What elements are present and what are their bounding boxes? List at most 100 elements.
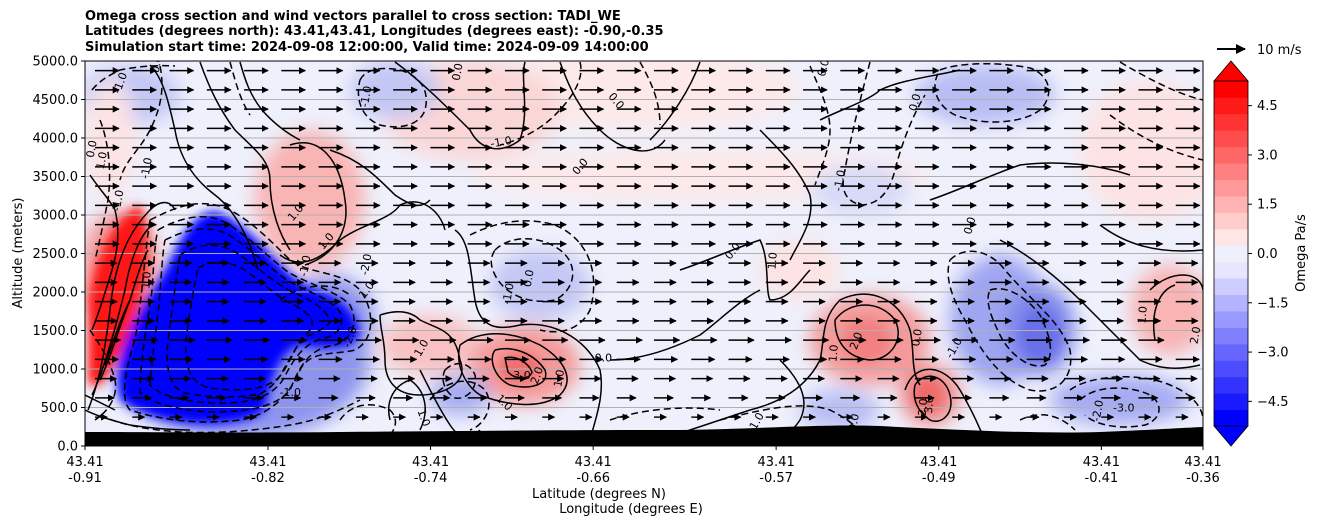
x-tick-label-lat: 43.41	[1083, 455, 1120, 470]
contour-label: 0.0	[595, 351, 613, 364]
colorbar-segment	[1214, 278, 1248, 296]
contour-solid	[454, 229, 603, 441]
contour-dashed	[442, 363, 477, 399]
field-blob	[1020, 309, 1060, 361]
colorbar-tick-label: 1.5	[1257, 198, 1278, 213]
contour-label: 2.0	[528, 365, 546, 386]
contour-label: -1.0	[138, 156, 155, 179]
quiver-key-label: 10 m/s	[1257, 43, 1302, 58]
contour-label: 0.0	[815, 58, 832, 78]
y-tick-label: 4500.0	[33, 93, 79, 108]
colorbar: 4.5 3.0 1.5 0.0 −1.5 −3.0 −4.5	[1213, 60, 1289, 447]
contour-dashed	[123, 202, 372, 423]
contour-dashed	[809, 65, 831, 186]
colorbar-segment	[1214, 196, 1248, 213]
contour-label: 0.0	[906, 92, 923, 112]
contour-solid	[149, 64, 259, 271]
x-axis: 43.41-0.9143.41-0.8243.41-0.7443.41-0.66…	[66, 446, 1222, 486]
contour-dashed	[469, 220, 595, 333]
field-blob	[490, 250, 590, 320]
x-tick-label-lat: 43.41	[412, 455, 449, 470]
contour-dashed	[279, 285, 351, 301]
colorbar-label: Omega Pa/s	[1294, 214, 1309, 292]
contour-label: 2.0	[916, 398, 930, 417]
x-tick-label-lat: 43.41	[249, 455, 286, 470]
contour-label: 2.0	[847, 330, 865, 351]
contour-dashed	[91, 64, 176, 91]
colorbar-segment	[1214, 228, 1248, 246]
contour-label: 1.0	[551, 369, 567, 388]
x-tick-label-lat: 43.41	[575, 455, 612, 470]
x-tick-label-lat: 43.41	[66, 455, 103, 470]
contour-solid	[289, 142, 347, 266]
contour-label: -1.0	[500, 282, 517, 305]
colorbar-segment	[1214, 343, 1248, 361]
colorbar-segment	[1214, 130, 1248, 148]
y-tick-label: 500.0	[41, 401, 78, 416]
contour-dashed	[1069, 376, 1203, 421]
colorbar-segment	[1214, 327, 1248, 345]
contour-label: 0.0	[84, 139, 100, 158]
field-blob	[800, 390, 880, 430]
contour-solid	[491, 348, 547, 388]
colorbar-segment	[1214, 360, 1248, 378]
contour-label: 1.0	[765, 252, 779, 271]
y-axis-label: Altitude (meters)	[11, 198, 26, 309]
colorbar-tick-label: 4.5	[1257, 99, 1278, 114]
contour-label: -1.0	[358, 85, 375, 108]
contour-solid	[834, 304, 899, 361]
y-axis: 0.0 500.0 1000.0 1500.0 2000.0 2500.0 3000.0 35…	[33, 55, 85, 455]
colorbar-segment	[1214, 81, 1248, 98]
contour-label: 3.0	[922, 396, 936, 415]
contour-dashed	[99, 399, 361, 434]
contour-label: -3.0	[1113, 401, 1134, 414]
colorbar-segment	[1214, 146, 1248, 164]
colorbar-segment	[1214, 393, 1248, 411]
y-tick-label: 3000.0	[33, 209, 79, 224]
colorbar-segment	[1214, 409, 1248, 427]
contour-solid	[85, 409, 191, 431]
field-blob	[915, 65, 1055, 125]
colorbar-extend-min	[1213, 425, 1249, 447]
contour-dashed	[490, 238, 574, 302]
contour-dashed	[1109, 114, 1203, 161]
contour-label: 0.0	[521, 269, 537, 288]
x-tick-label-lon: -0.36	[1186, 471, 1220, 486]
x-tick-label-lon: -0.66	[576, 471, 610, 486]
field-blob	[85, 80, 135, 200]
colorbar-segment	[1214, 212, 1248, 230]
colorbar-tick-label: −1.5	[1257, 296, 1289, 311]
x-axis-label-lon: Longitude (degrees E)	[559, 502, 703, 517]
x-tick-label-lon: -0.74	[414, 471, 448, 486]
contour-label: 0.0	[450, 62, 466, 81]
contour-label: -1.0	[280, 386, 301, 399]
colorbar-segment	[1214, 311, 1248, 328]
x-tick-label-lat: 43.41	[920, 455, 957, 470]
colorbar-segment	[1214, 113, 1248, 131]
contour-solid	[904, 368, 986, 441]
x-axis-label-lat: Latitude (degrees N)	[532, 487, 666, 502]
contour-dashed	[499, 61, 582, 146]
field-blob	[1080, 80, 1203, 220]
colorbar-tick-label: −3.0	[1257, 346, 1289, 361]
colorbar-tick-label: −4.5	[1257, 395, 1289, 410]
quiver-key: 10 m/s	[1217, 43, 1302, 58]
x-tick-label-lat: 43.41	[1184, 455, 1221, 470]
y-tick-label: 2500.0	[33, 247, 79, 262]
contour-dashed	[934, 63, 1050, 123]
contour-dashed	[229, 61, 251, 116]
contour-solid	[679, 239, 811, 301]
contour-label: 1.0	[415, 407, 433, 428]
colorbar-tick-label: 0.0	[1257, 247, 1278, 262]
contour-label: 1.0	[826, 344, 840, 363]
y-tick-label: 5000.0	[33, 55, 79, 70]
field-blob	[810, 165, 910, 215]
contour-dashed	[639, 61, 661, 126]
contour-solid	[329, 149, 431, 207]
contour-label: -1.0	[110, 189, 127, 212]
terrain	[85, 425, 1203, 446]
gridlines	[85, 99, 1203, 408]
contour-label: 1.0	[94, 151, 110, 170]
contour-dashed	[94, 119, 111, 261]
contour-solid	[504, 356, 533, 379]
